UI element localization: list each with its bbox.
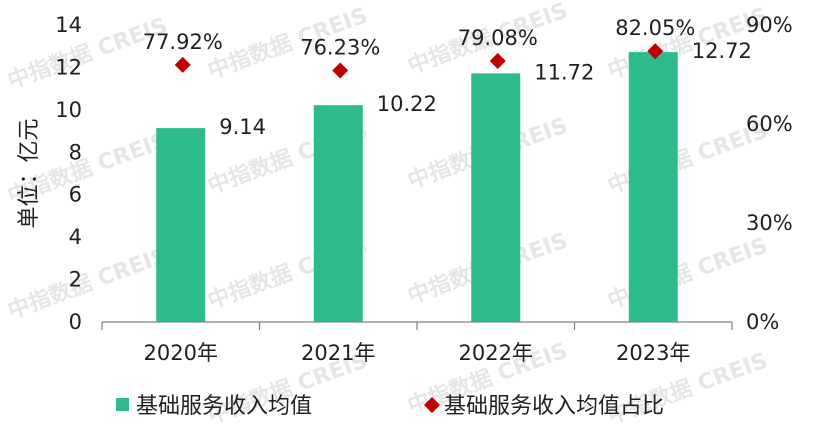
ratio-value-label: 82.05% [615,16,695,40]
legend-swatch-bar [116,398,129,411]
bar-value-label: 9.14 [219,115,266,139]
y2-axis-tick-label: 30% [746,211,793,235]
legend-swatch-ratio [424,397,440,413]
y-axis-tick-label: 0 [69,310,82,334]
axes: 0 2 4 6 8 10 12 14 0% 30% 60% 90% 单位：亿元 2020年 2021年 202… [17,13,793,365]
y-axis-title: 单位：亿元 [17,118,42,228]
watermark-text: 中指数据 CREIS [4,243,171,325]
y-axis-tick-label: 4 [69,225,82,249]
legend-label-ratio: 基础服务收入均值占比 [444,394,664,419]
x-axis-tick-label: 2021年 [301,341,375,365]
bar-value-label: 11.72 [534,60,594,84]
bar-value-label: 12.72 [692,39,752,63]
ratio-marker [489,53,506,70]
bar [313,105,363,322]
y-axis-tick-label: 14 [55,13,82,37]
ratio-value-label: 76.23% [300,35,380,59]
legend: 基础服务收入均值 基础服务收入均值占比 [116,394,664,419]
y-axis-tick-label: 12 [55,55,82,79]
bar [156,128,206,322]
y2-axis-tick-label: 90% [746,13,793,37]
ratio-marker [647,43,664,60]
ratio-value-label: 79.08% [458,26,538,50]
y2-axis-tick-label: 0% [746,310,779,334]
y2-axis-tick-label: 60% [746,112,793,136]
y-axis-tick-label: 10 [55,98,82,122]
ratio-value-label: 77.92% [143,30,223,54]
bar [471,73,521,323]
x-axis-tick-label: 2020年 [144,341,218,365]
y-axis-tick-label: 2 [69,268,82,292]
x-axis-tick-label: 2022年 [459,341,533,365]
data-labels: 9.14 10.22 11.72 12.72 77.92% 76.23% 79.08% 82.… [143,16,752,139]
legend-label-bar: 基础服务收入均值 [136,394,312,419]
bar-value-label: 10.22 [377,92,437,116]
y-axis-tick-label: 8 [69,140,82,164]
x-axis-tick-label: 2023年 [616,341,690,365]
bar-series [156,52,678,323]
y-axis-tick-label: 6 [69,183,82,207]
ratio-marker [332,62,349,79]
ratio-series [174,43,664,79]
ratio-marker [174,56,191,73]
bar [628,52,678,322]
